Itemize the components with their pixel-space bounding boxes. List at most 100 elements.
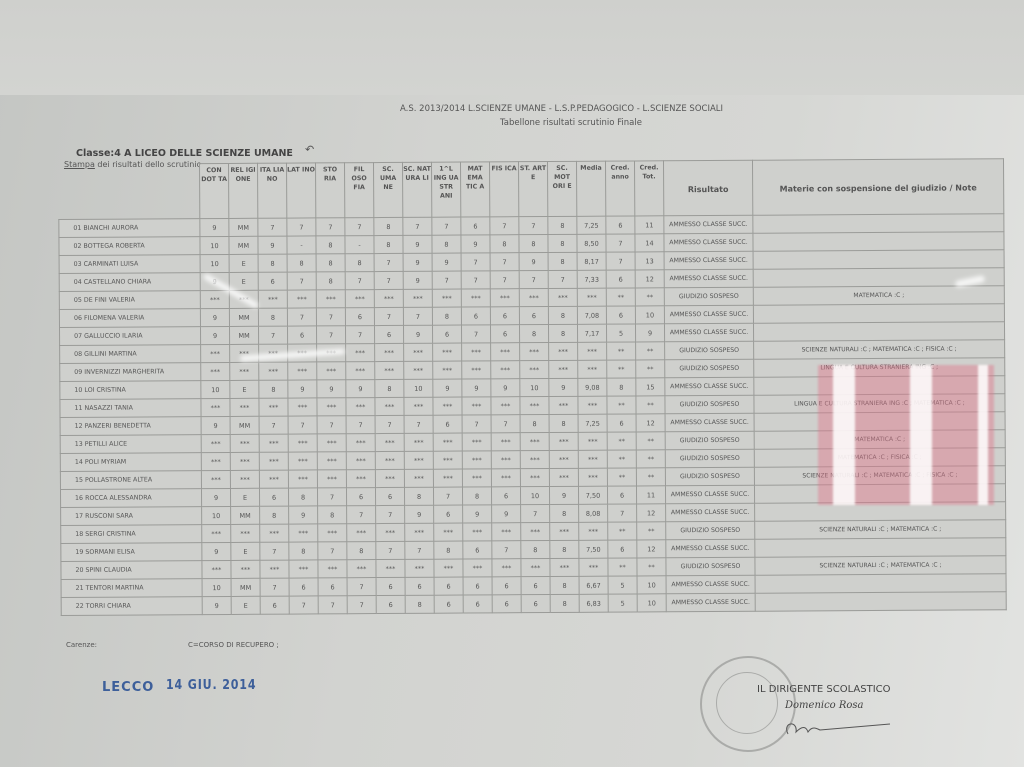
grade-cell: ***: [491, 450, 521, 469]
note-cell: SCIENZE NATURALI :C ; MATEMATICA :C ;: [754, 555, 1007, 576]
grade-cell: ***: [375, 451, 405, 470]
grade-cell: ***: [375, 433, 405, 452]
grade-cell: 9: [404, 505, 434, 524]
grade-cell: 14: [634, 233, 665, 252]
grade-cell: 6: [521, 594, 551, 613]
grade-cell: 8: [345, 253, 375, 272]
student-name: 21 TENTORI MARTINA: [61, 578, 203, 598]
grade-cell: 6: [259, 488, 289, 507]
grade-cell: -: [286, 235, 317, 255]
result-cell: AMMESSO CLASSE SUCC.: [664, 269, 754, 288]
grade-cell: 8: [288, 541, 318, 561]
grade-cell: 11: [636, 485, 666, 504]
student-name: 06 FILOMENA VALERIA: [59, 308, 201, 328]
student-name: 14 POLI MYRIAM: [60, 452, 202, 472]
grade-cell: 7: [317, 541, 347, 560]
student-name: 05 DE FINI VALERIA: [59, 290, 201, 310]
grade-cell: ***: [288, 451, 318, 471]
grade-cell: 10: [637, 593, 667, 612]
grade-cell: 5: [606, 323, 636, 343]
grade-cell: 7,08: [577, 306, 607, 325]
grade-cell: **: [635, 395, 666, 414]
grade-cell: 7: [461, 270, 491, 290]
grade-cell: ***: [374, 343, 404, 362]
result-cell: AMMESSO CLASSE SUCC.: [664, 305, 754, 324]
grade-cell: 5: [608, 575, 638, 595]
grade-cell: 8: [373, 235, 404, 254]
grade-cell: 7: [461, 324, 491, 344]
grade-cell: **: [606, 359, 636, 379]
grade-cell: ***: [433, 451, 463, 470]
grade-cell: MM: [228, 218, 258, 237]
grade-cell: 12: [636, 413, 666, 432]
student-name: 03 CARMINATI LUISA: [59, 254, 201, 274]
grade-cell: ***: [432, 289, 462, 308]
grade-cell: 7: [289, 595, 319, 615]
grade-cell: 6: [432, 325, 462, 344]
grade-cell: 7: [315, 217, 345, 236]
grade-cell: 9: [461, 378, 491, 398]
note-cell: [753, 249, 1005, 270]
print-caption: Stampa dei risultati dello scrutinio: [64, 160, 201, 169]
grade-cell: 6: [289, 577, 319, 597]
grade-cell: 10: [519, 378, 549, 397]
grade-cell: ***: [288, 523, 318, 543]
grade-cell: 7: [548, 270, 578, 289]
result-cell: AMMESSO CLASSE SUCC.: [666, 593, 756, 612]
grade-cell: 8: [405, 595, 435, 614]
grade-cell: 9,08: [577, 378, 607, 397]
grade-cell: -: [344, 235, 375, 254]
result-cell: AMMESSO CLASSE SUCC.: [665, 503, 755, 522]
grade-cell: 7: [404, 541, 434, 560]
grade-cell: 7: [433, 487, 463, 506]
grade-cell: 7: [346, 415, 376, 434]
grade-cell: ***: [316, 397, 347, 416]
result-cell: AMMESSO CLASSE SUCC.: [663, 215, 753, 234]
grade-cell: 7: [286, 217, 316, 237]
grade-cell: 7: [404, 415, 434, 434]
grade-cell: 6: [461, 306, 491, 326]
grade-cell: ***: [462, 468, 492, 488]
grade-cell: 8: [518, 234, 549, 253]
grade-cell: ***: [317, 523, 347, 542]
grade-cell: ***: [433, 559, 464, 578]
grade-cell: 9: [345, 379, 375, 398]
grade-cell: ***: [404, 433, 434, 452]
student-name: 19 SORMANI ELISA: [60, 542, 202, 562]
grade-cell: ***: [578, 468, 608, 487]
grade-cell: 8: [258, 254, 288, 273]
grade-cell: ***: [403, 343, 433, 362]
grade-cell: 8: [520, 540, 550, 559]
grade-cell: 10: [201, 506, 231, 525]
grade-cell: 7: [347, 577, 377, 596]
grade-cell: **: [636, 431, 666, 450]
grade-cell: MM: [228, 236, 259, 255]
grade-cell: **: [607, 521, 637, 541]
grade-cell: 7: [432, 271, 462, 290]
grade-cell: 7: [402, 217, 432, 236]
grade-cell: ***: [491, 432, 521, 451]
grade-cell: 7: [287, 271, 317, 291]
grade-cell: 7: [607, 503, 637, 523]
grade-cell: ***: [519, 342, 549, 361]
grade-cell: 8: [432, 307, 462, 326]
grade-cell: 7: [520, 504, 550, 523]
grade-cell: **: [636, 521, 666, 540]
grade-cell: 5: [608, 593, 638, 613]
grade-cell: ***: [520, 432, 550, 451]
note-cell: SCIENZE NATURALI :C ; MATEMATICA :C ; FI…: [753, 339, 1005, 360]
grade-cell: 8: [606, 377, 636, 397]
grade-cell: ***: [287, 289, 317, 309]
result-cell: GIUDIZIO SOSPESO: [665, 521, 755, 540]
grade-cell: 6: [434, 577, 464, 596]
note-cell: [754, 537, 1006, 558]
column-header: SC. NAT URA LI: [402, 162, 432, 218]
note-cell: [755, 591, 1007, 612]
grade-cell: 6: [492, 594, 522, 613]
student-name: 17 RUSCONI SARA: [60, 506, 202, 526]
grade-cell: ***: [549, 558, 580, 577]
grade-cell: ***: [578, 558, 609, 577]
student-name: 07 GALLUCCIO ILARIA: [59, 326, 201, 346]
grade-cell: 7: [375, 541, 405, 560]
result-cell: AMMESSO CLASSE SUCC.: [664, 323, 754, 342]
